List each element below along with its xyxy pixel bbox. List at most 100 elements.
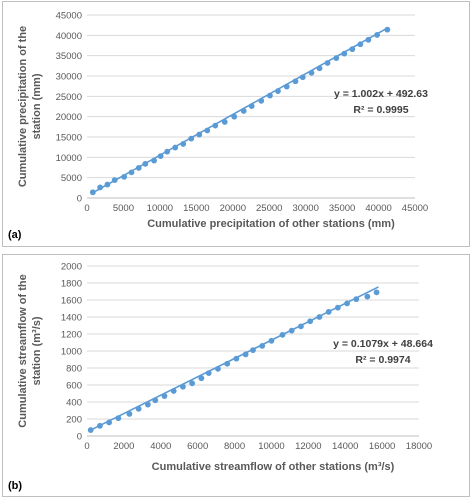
data-point (279, 331, 286, 338)
x-tick-label: 10000 (258, 441, 284, 452)
data-point (89, 189, 96, 196)
data-point (325, 309, 332, 315)
r-squared-label: R² = 0.9974 (355, 354, 410, 366)
data-point (170, 388, 177, 394)
data-point (157, 153, 164, 160)
data-point (298, 323, 304, 330)
data-point (188, 135, 195, 142)
y-axis-title: station (m³/s) (31, 316, 43, 385)
chart-panel-b: 0 200 400 600 800 1000 1200 1400 1600 1800 2000 0 20… (2, 254, 470, 497)
panel-label: (b) (8, 480, 22, 492)
data-point (316, 314, 323, 320)
data-point (142, 160, 149, 167)
x-tick-label: 0 (84, 203, 89, 214)
data-point (189, 380, 196, 387)
data-point (275, 88, 281, 94)
data-point (128, 169, 135, 176)
data-point (240, 108, 247, 114)
data-point (121, 173, 128, 180)
data-point (267, 92, 273, 99)
data-point (111, 177, 118, 184)
data-point (364, 293, 371, 300)
y-tick-label: 1200 (61, 330, 82, 341)
x-tick-label: 0 (84, 441, 89, 452)
data-point (374, 32, 380, 38)
data-point (242, 351, 249, 358)
y-tick-label: 400 (66, 398, 82, 409)
data-point (172, 144, 179, 151)
x-tick-label: 2000 (113, 441, 134, 452)
data-point (292, 78, 299, 85)
data-point (307, 318, 314, 325)
data-point (324, 60, 331, 66)
panel-label: (a) (8, 229, 22, 241)
data-point (353, 296, 360, 303)
data-point (196, 131, 203, 138)
data-point (259, 343, 266, 349)
trendline-equation: y = 0.1079x + 48.664 (333, 338, 433, 350)
y-tick-label: 35000 (56, 51, 82, 62)
data-point (106, 419, 113, 426)
data-point (365, 36, 372, 43)
data-point (283, 83, 290, 90)
y-axis-title: station (mm) (31, 73, 43, 139)
data-point (104, 181, 111, 188)
data-point (212, 122, 219, 129)
data-point (349, 46, 356, 53)
y-tick-label: 25000 (56, 92, 82, 103)
y-tick-label: 10000 (56, 153, 82, 164)
trendline (92, 27, 388, 194)
data-point (221, 119, 228, 125)
data-point (231, 113, 238, 120)
data-point (373, 289, 380, 296)
data-point (344, 300, 350, 307)
data-point (164, 148, 171, 155)
y-axis-title: Cumulative streamflow of the (17, 274, 29, 427)
x-tick-label: 14000 (332, 441, 358, 452)
data-point (357, 41, 364, 48)
y-tick-label: 1600 (61, 296, 82, 307)
x-tick-label: 4000 (150, 441, 171, 452)
data-point (97, 422, 103, 429)
data-point (126, 411, 133, 417)
data-point (180, 141, 187, 147)
chart-panel-a: 0 5000 10000 15000 20000 25000 30000 35000 40000… (2, 1, 470, 247)
data-point (334, 304, 341, 311)
x-tick-label: 30000 (292, 203, 318, 214)
x-tick-label: 45000 (402, 203, 428, 214)
data-point (205, 370, 212, 376)
data-point (384, 26, 391, 33)
x-tick-label: 25000 (256, 203, 282, 214)
x-tick-label: 20000 (220, 203, 246, 214)
data-point (233, 355, 240, 362)
data-point (316, 65, 323, 72)
data-point (299, 74, 306, 81)
y-tick-label: 5000 (61, 173, 82, 184)
data-point (308, 69, 315, 76)
x-tick-label: 6000 (187, 441, 208, 452)
streamflow-chart: 0 200 400 600 800 1000 1200 1400 1600 1800 2000 0 20… (8, 262, 433, 493)
x-tick-label: 15000 (183, 203, 209, 214)
data-point (248, 103, 255, 109)
data-point (87, 427, 94, 433)
y-tick-label: 1000 (61, 347, 82, 358)
y-tick-label: 20000 (56, 112, 82, 123)
data-point (144, 401, 151, 408)
data-point (333, 55, 340, 62)
data-point (115, 415, 122, 422)
precipitation-chart: 0 5000 10000 15000 20000 25000 30000 35000 40000… (8, 11, 428, 242)
data-point (250, 347, 256, 354)
x-tick-label: 5000 (113, 203, 134, 214)
x-tick-label: 16000 (369, 441, 395, 452)
x-tick-label: 18000 (406, 441, 432, 452)
y-tick-label: 30000 (56, 72, 82, 83)
trendline-equation: y = 1.002x + 492.63 (334, 88, 428, 100)
data-point (198, 375, 205, 382)
data-point (152, 397, 159, 404)
data-point (97, 184, 104, 191)
y-axis-title: Cumulative precipitation of the (17, 26, 29, 187)
y-tick-label: 2000 (61, 262, 82, 273)
x-tick-label: 8000 (224, 441, 245, 452)
y-tick-label: 0 (77, 432, 82, 443)
x-tick-label: 10000 (147, 203, 173, 214)
